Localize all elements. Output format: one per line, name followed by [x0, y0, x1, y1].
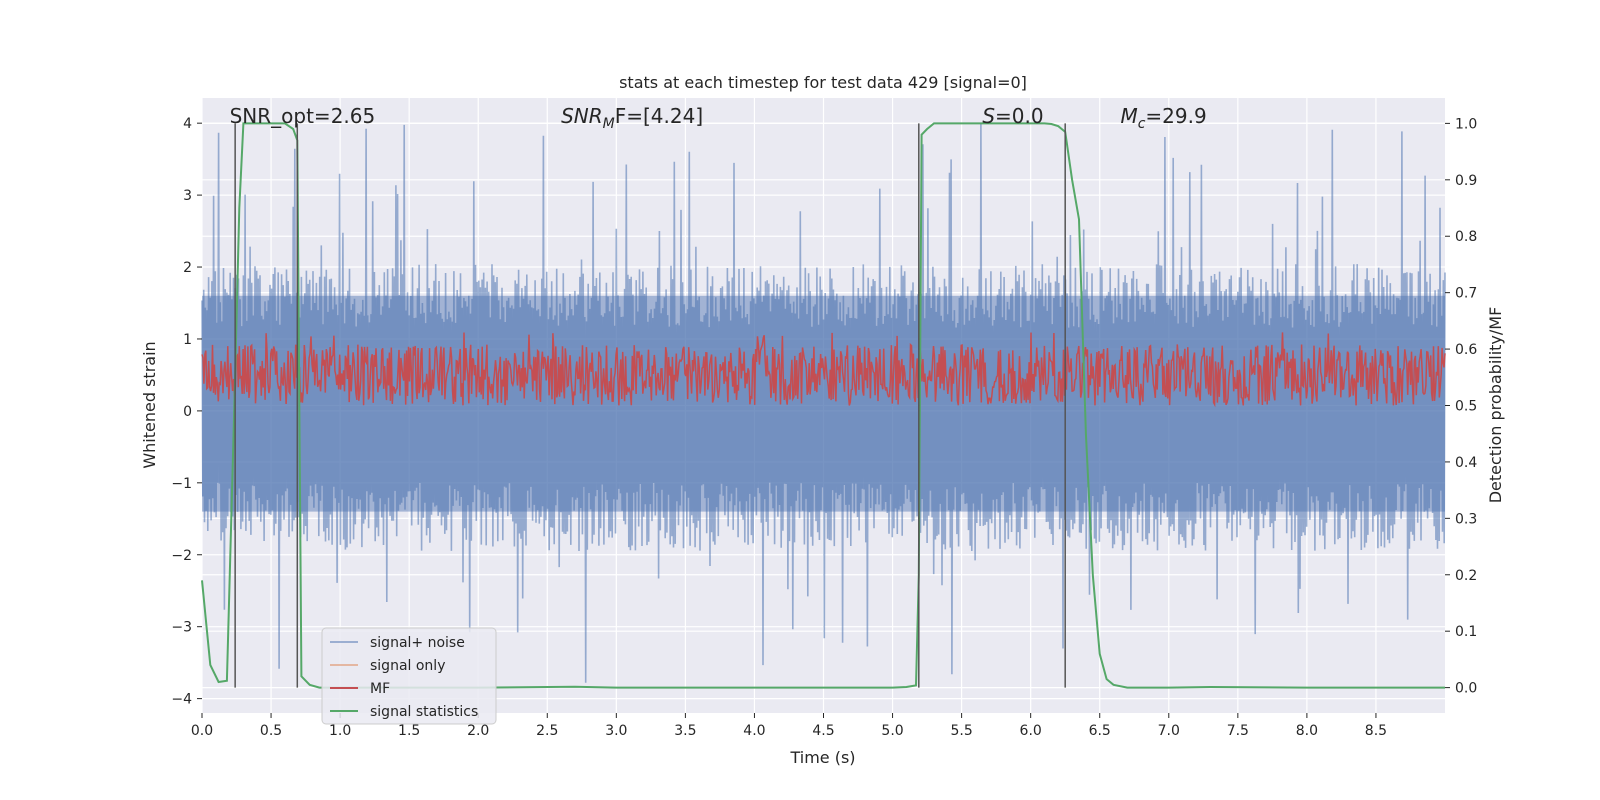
y-tick-label-left: 1: [183, 332, 192, 348]
annotation: S=0.0: [982, 104, 1043, 128]
series-signal-statistics: [201, 122, 1445, 689]
x-axis-label: Time (s): [789, 748, 855, 767]
x-tick-label: 0.5: [260, 723, 282, 739]
y-tick-label-left: 0: [183, 404, 192, 420]
y-tick-label-right: 0.2: [1455, 568, 1477, 584]
y-tick-label-left: −3: [171, 620, 192, 636]
annotations: SNR_opt=2.65 SNRMF=[4.24] S=0.0 Mc=29.9: [230, 104, 1207, 132]
x-tick-label: 4.5: [812, 723, 834, 739]
y-tick-label-right: 0.6: [1455, 342, 1477, 358]
chart-title: stats at each timestep for test data 429…: [619, 73, 1027, 92]
annotation: SNRMF=[4.24]: [561, 104, 703, 132]
x-tick-label: 8.5: [1365, 723, 1387, 739]
annotation: Mc=29.9: [1120, 104, 1206, 132]
series-mf: [201, 332, 1446, 408]
x-tick-label: 7.0: [1158, 723, 1180, 739]
y-tick-label-right: 0.7: [1455, 286, 1477, 302]
y-tick-label-right: 0.3: [1455, 511, 1477, 527]
x-tick-label: 1.5: [398, 723, 420, 739]
legend-label: MF: [370, 681, 390, 697]
series-signal-noise-band: [202, 295, 1445, 512]
legend: signal+ noise signal only MF signal statist…: [321, 627, 497, 725]
x-tick-label: 7.5: [1227, 723, 1249, 739]
y-tick-label-left: 3: [183, 188, 192, 204]
x-tick-label: 6.5: [1089, 723, 1111, 739]
y-tick-label-right: 0.8: [1455, 229, 1477, 245]
y-tick-label-left: −2: [171, 548, 192, 564]
x-tick-label: 1.0: [329, 723, 351, 739]
vertical-markers: [234, 123, 1066, 688]
annotation: SNR_opt=2.65: [230, 104, 376, 128]
legend-label: signal statistics: [370, 704, 478, 720]
x-tick-label: 5.0: [881, 723, 903, 739]
y-tick-label-left: −4: [171, 692, 192, 708]
x-tick-label: 3.0: [605, 723, 627, 739]
series-signal-noise: [201, 123, 1446, 683]
y-tick-label-left: 2: [183, 260, 192, 276]
x-tick-label: 6.0: [1020, 723, 1042, 739]
x-tick-label: 0.0: [191, 723, 213, 739]
y-tick-label-right: 0.5: [1455, 399, 1477, 415]
x-tick-label: 5.5: [950, 723, 972, 739]
series-layer: [201, 122, 1446, 689]
x-tick-label: 2.0: [467, 723, 489, 739]
legend-label: signal only: [370, 658, 445, 674]
y-tick-label-right: 0.0: [1455, 681, 1477, 697]
x-tick-label: 3.5: [674, 723, 696, 739]
y-tick-label-left: 4: [183, 116, 192, 132]
y-tick-label-right: 0.4: [1455, 455, 1477, 471]
y-axis-label-right: Detection probability/MF: [1486, 307, 1505, 504]
y-tick-label-right: 1.0: [1455, 116, 1477, 132]
y-tick-label-right: 0.9: [1455, 173, 1477, 189]
y-axis-label-left: Whitened strain: [140, 341, 159, 468]
x-tick-label: 2.5: [536, 723, 558, 739]
y-tick-label-left: −1: [171, 476, 192, 492]
legend-label: signal+ noise: [370, 635, 465, 651]
x-tick-label: 8.0: [1296, 723, 1318, 739]
y-tick-label-right: 0.1: [1455, 624, 1477, 640]
legend-box: [321, 627, 497, 725]
x-tick-label: 4.0: [743, 723, 765, 739]
axes: 0.0 0.5 1.0 1.5 2.0 2.5 3.0 3.5 4.0 4.5 5.0 5.5 6.0 6…: [171, 116, 1477, 739]
